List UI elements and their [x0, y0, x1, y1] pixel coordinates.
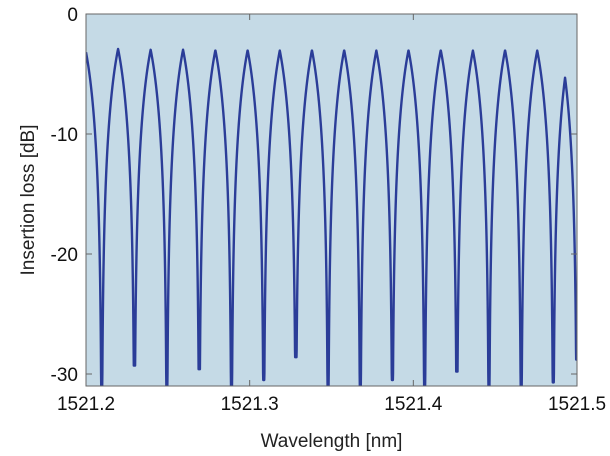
x-tick-label: 1521.4 [384, 394, 443, 415]
insertion-loss-curve [86, 47, 577, 386]
y-tick-label: -20 [51, 245, 78, 266]
y-tick-label: 0 [67, 5, 78, 26]
x-tick-label: 1521.3 [221, 394, 279, 415]
x-axis-label: Wavelength [nm] [261, 431, 403, 452]
y-tick-label: -10 [51, 125, 78, 146]
x-tick-label: 1521.5 [548, 394, 606, 415]
y-axis-label: Insertion loss [dB] [18, 124, 39, 275]
x-tick-label: 1521.2 [57, 394, 115, 415]
y-tick-label: -30 [51, 365, 78, 386]
plot-frame [85, 13, 578, 387]
